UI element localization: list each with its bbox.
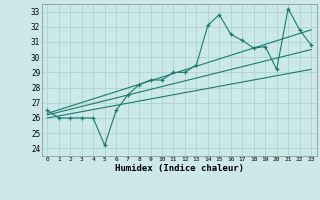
X-axis label: Humidex (Indice chaleur): Humidex (Indice chaleur) bbox=[115, 164, 244, 173]
